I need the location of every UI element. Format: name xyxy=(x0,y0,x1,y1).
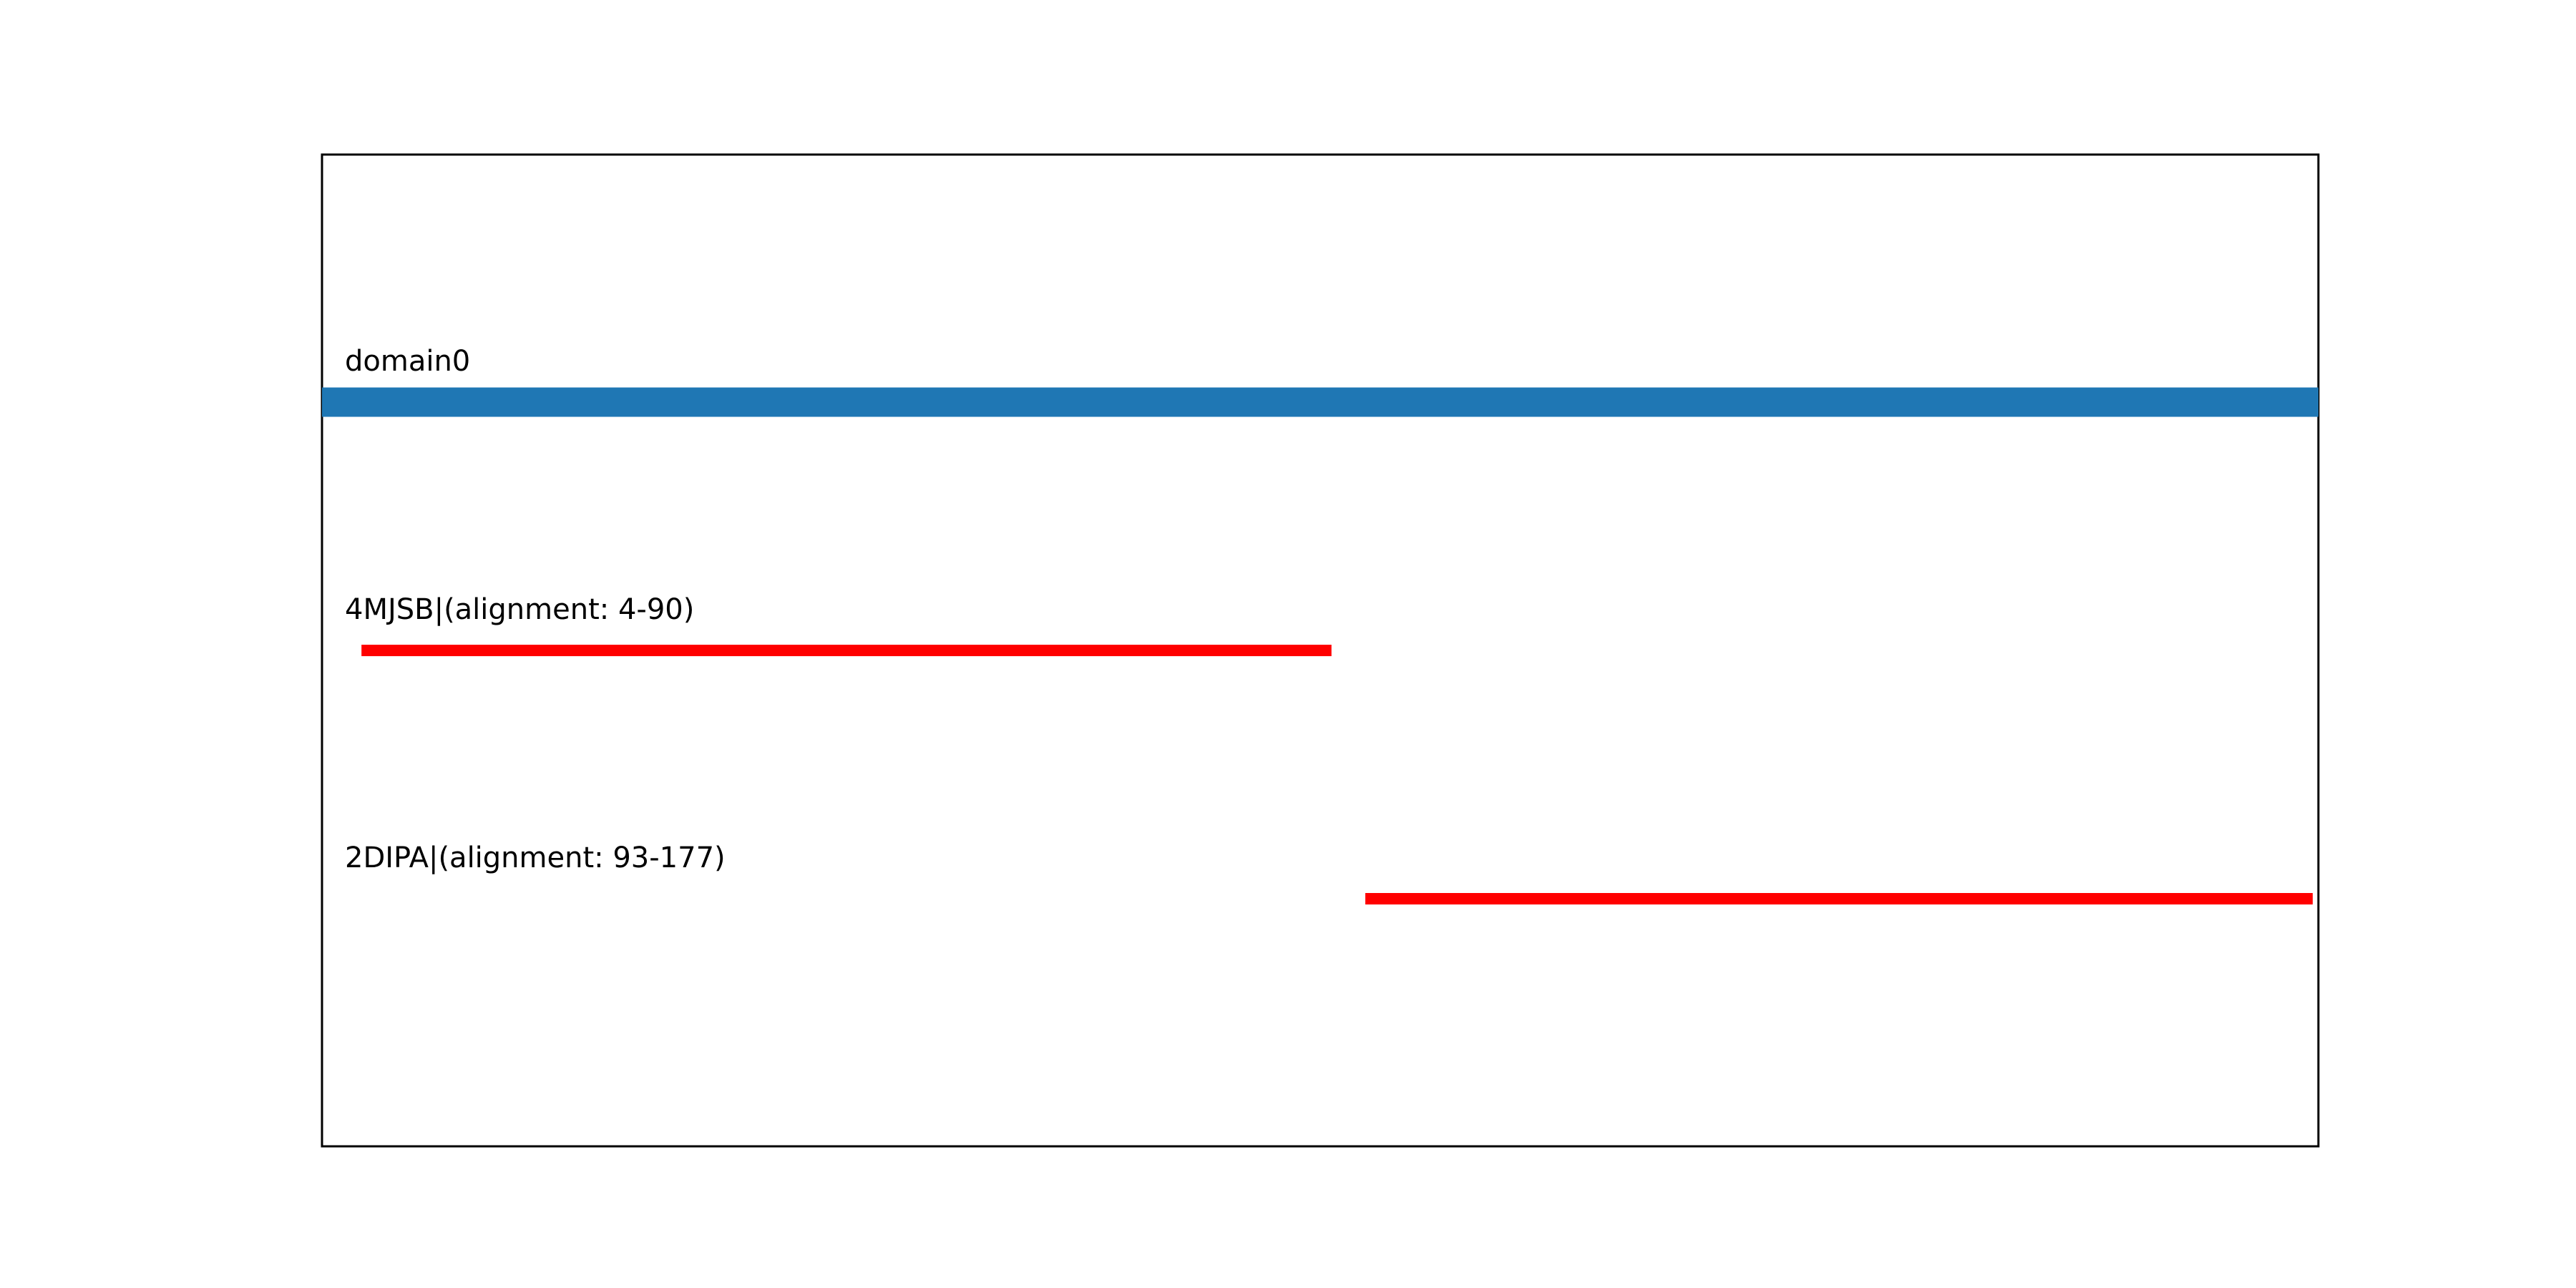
axes-frame xyxy=(321,153,2320,1148)
domain-label: domain0 xyxy=(345,345,470,378)
alignment-label: 2DIPA|(alignment: 93-177) xyxy=(345,841,726,874)
alignment-label: 4MJSB|(alignment: 4-90) xyxy=(345,593,694,626)
